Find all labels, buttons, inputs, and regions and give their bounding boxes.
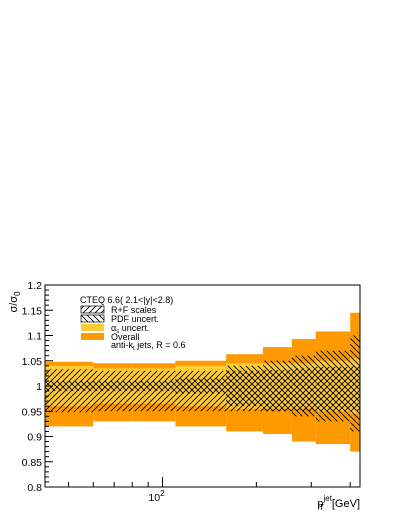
alphas-sub: s — [116, 329, 119, 335]
band-r-f-scales-bin-7 — [315, 366, 351, 412]
legend-swatch-alphas — [81, 324, 104, 331]
legend-swatch-overall — [81, 333, 104, 340]
band-r-f-scales-bin-0 — [45, 369, 94, 413]
band-r-f-scales-bin-3 — [175, 370, 227, 412]
x-tick-label: 102 — [148, 489, 165, 504]
band-r-f-scales-bin-2 — [132, 370, 176, 412]
legend-label-overall: Overall — [111, 332, 140, 342]
x-axis-label: pjet T [GeV] — [317, 494, 360, 512]
footer-sub: t — [133, 346, 135, 352]
legend: CTEQ 6.6( 2.1<|y|<2.8) R+F scales PDF un… — [80, 295, 185, 352]
y-tick-label: 1.1 — [27, 331, 42, 343]
y-label-base: σ/σ — [8, 296, 20, 313]
uncertainty-bands — [45, 312, 360, 452]
x-label-unit: [GeV] — [332, 498, 360, 510]
y-tick-label: 0.95 — [22, 406, 43, 418]
band-r-f-scales-bin-8 — [350, 365, 360, 412]
y-tick-label: 0.9 — [27, 432, 42, 444]
y-tick-label: 1.15 — [22, 305, 43, 317]
x-axis: 102 — [68, 477, 351, 504]
legend-swatch-pdf — [80, 314, 105, 323]
legend-header: CTEQ 6.6( 2.1<|y|<2.8) — [80, 295, 173, 305]
band-r-f-scales-bin-6 — [291, 368, 316, 412]
y-tick-label: 1.05 — [22, 356, 43, 368]
legend-label-rf-scales: R+F scales — [111, 305, 157, 315]
alphas-symbol: α — [111, 323, 116, 333]
y-tick-label: 1 — [36, 381, 42, 393]
y-axis: 0.8 0.85 0.9 0.95 1 1.05 1.1 1.15 1.2 — [22, 280, 53, 494]
y-tick-label: 1.2 — [27, 280, 42, 292]
x-label-sub: T — [319, 503, 324, 512]
x-label-sup: jet — [323, 494, 333, 503]
x-label-base: p — [317, 498, 323, 510]
y-tick-label: 0.8 — [27, 482, 42, 494]
legend-swatch-rf-scales — [80, 305, 105, 314]
band-r-f-scales-bin-5 — [262, 369, 292, 412]
legend-label-pdf: PDF uncert. — [111, 314, 159, 324]
alphas-uncert: uncert. — [122, 323, 150, 333]
band-r-f-scales-bin-1 — [93, 370, 133, 412]
legend-label-alphas: αs uncert. — [111, 323, 149, 335]
footer-pre: anti-k — [111, 340, 134, 350]
footer-post: jets, R = 0.6 — [135, 340, 186, 350]
y-tick-label: 0.85 — [22, 457, 43, 469]
y-axis-label: σ/σ0 — [8, 291, 22, 313]
band-r-f-scales-bin-4 — [226, 370, 263, 412]
legend-footer: anti-kt jets, R = 0.6 — [111, 340, 185, 352]
y-label-sub: 0 — [13, 291, 22, 296]
